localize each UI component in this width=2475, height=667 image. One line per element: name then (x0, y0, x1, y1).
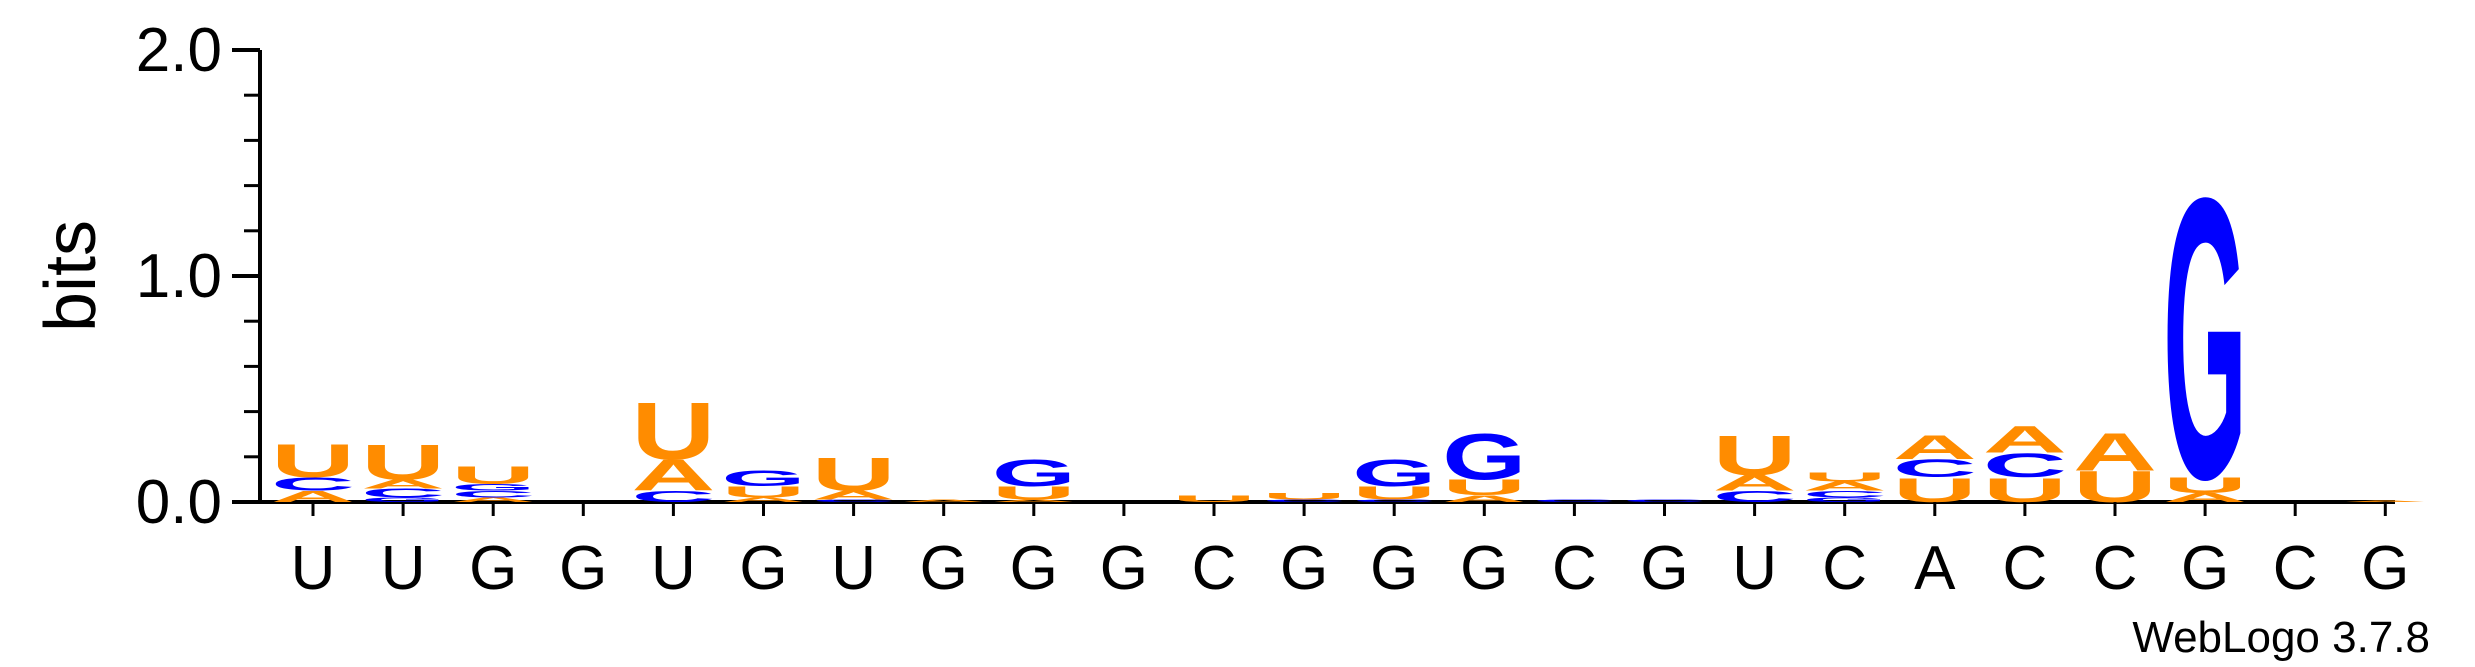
logo-glyph-A: A (2343, 501, 2427, 503)
x-tick-label: C (1192, 534, 1237, 603)
logo-glyph-U: U (451, 461, 535, 489)
logo-glyph-U: U (1442, 475, 1526, 500)
x-tick-label: U (291, 534, 336, 603)
logo-glyph-U: U (271, 434, 355, 487)
logo-glyph-A: A (1983, 419, 2067, 461)
x-tick-label: U (651, 534, 696, 603)
x-tick-label: G (1370, 534, 1418, 603)
logo-glyph-U: U (1352, 483, 1436, 504)
logo-glyph-U: U (992, 483, 1076, 504)
logo-glyph-A: A (1442, 494, 1526, 505)
x-tick-label: G (1100, 534, 1148, 603)
logo-glyph-A: A (2073, 422, 2157, 482)
x-tick-label: U (831, 534, 876, 603)
x-tick-label: G (1640, 534, 1688, 603)
logo-glyph-C: C (1262, 499, 1346, 502)
logo-glyph-A: A (2163, 491, 2247, 505)
logo-glyph-C: C (1983, 446, 2067, 485)
logo-glyph-U: U (812, 448, 896, 501)
logo-glyph-A: A (361, 477, 445, 491)
logo-glyph-G: G (361, 496, 445, 503)
logo-glyph-U: U (1713, 424, 1797, 487)
logo-glyph-A: A (451, 496, 535, 503)
logo-glyph-U: U (721, 483, 805, 501)
logo-glyph-C: C (1803, 489, 1887, 500)
x-tick-label: C (1822, 534, 1867, 603)
logo-glyph-G: G (2163, 115, 2247, 563)
x-tick-label: A (1914, 534, 1956, 603)
x-tick-label: C (2093, 534, 2138, 603)
x-tick-label: G (1280, 534, 1328, 603)
logo-glyph-A: A (1803, 479, 1887, 493)
x-tick-label: G (469, 534, 517, 603)
logo-glyph-C: C (1532, 499, 1616, 502)
logo-glyph-G: G (1442, 419, 1526, 493)
x-tick-label: G (1010, 534, 1058, 603)
logo-glyph-C: C (1622, 499, 1706, 502)
logo-glyph-U: U (361, 434, 445, 490)
weblogo-credit: WebLogo 3.7.8 (2132, 613, 2430, 662)
logo-glyph-G: G (722, 466, 806, 491)
logo-glyph-C: C (271, 474, 355, 495)
logo-glyph-G: G (992, 452, 1076, 494)
x-tick-label: G (2361, 534, 2409, 603)
logo-glyph-U: U (1172, 494, 1256, 505)
y-axis-label: bits (31, 220, 111, 332)
logo-glyph-G: G (1803, 496, 1887, 503)
logo-glyph-A: A (1713, 471, 1797, 496)
logo-glyph-U: U (1803, 470, 1887, 484)
logo-glyph-C: C (451, 489, 535, 500)
logo-glyph-G: G (1352, 452, 1436, 494)
logo-glyph-C: C (1352, 499, 1436, 502)
y-ticks: 0.0 1.0 2.0 (136, 16, 260, 537)
y-tick-label: 1.0 (136, 242, 222, 311)
logo-glyph-C: C (1893, 454, 1977, 482)
y-tick-label: 0.0 (136, 468, 222, 537)
x-tick-label: C (2003, 534, 2048, 603)
x-tick-label: C (1552, 534, 1597, 603)
logo-glyph-A: A (902, 499, 986, 502)
logo-glyph-A: A (721, 496, 805, 503)
logo-glyph-C: C (631, 488, 715, 506)
x-tick-label: G (2181, 534, 2229, 603)
logo-glyph-U: U (2163, 473, 2247, 498)
logo-glyph-A: A (271, 488, 355, 506)
logo-glyph-A: A (992, 499, 1076, 502)
x-tick-label: G (559, 534, 607, 603)
x-tick-label: C (2273, 534, 2318, 603)
logo-glyph-A: A (812, 488, 896, 502)
x-tick-label: U (1732, 534, 1777, 603)
logo-glyph-U: U (1262, 491, 1346, 502)
logo-glyph-C: C (1713, 488, 1797, 506)
x-tick-label: U (381, 534, 426, 603)
logo-glyph-C: C (812, 499, 896, 502)
logo-glyph-G: G (451, 482, 535, 493)
logo-glyph-A: A (1893, 428, 1977, 467)
logo-glyph-C: C (361, 486, 445, 500)
y-tick-label: 2.0 (136, 16, 222, 85)
logo-glyph-U: U (631, 386, 715, 477)
x-tick-label: G (920, 534, 968, 603)
x-tick-label: G (739, 534, 787, 603)
logo-glyph-A: A (631, 451, 715, 501)
x-tick-label: G (1460, 534, 1508, 603)
